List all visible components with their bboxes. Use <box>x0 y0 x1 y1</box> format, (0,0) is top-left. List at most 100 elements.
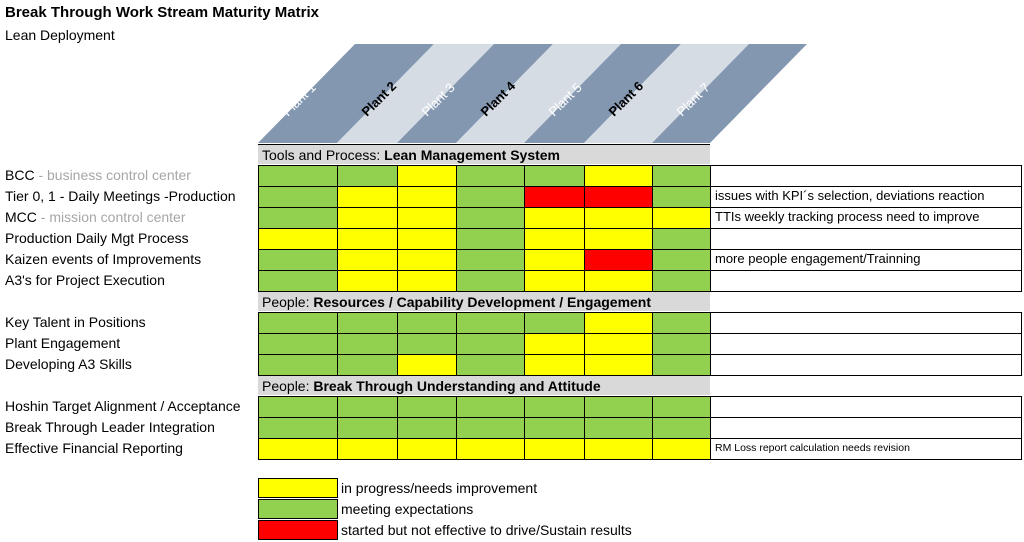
row-label-text: Plant Engagement <box>5 335 121 351</box>
status-cell <box>258 312 338 334</box>
legend-swatch <box>258 478 338 498</box>
status-cell <box>258 249 338 271</box>
plant-header-band <box>524 44 681 143</box>
status-cell <box>584 165 653 187</box>
status-cell <box>258 333 338 355</box>
comment-cell: more people engagement/Trainning <box>710 249 1022 271</box>
status-cell <box>652 207 711 229</box>
legend-swatch <box>258 499 338 519</box>
status-cell <box>397 333 457 355</box>
plant-header-band <box>337 44 494 143</box>
row-label: Developing A3 Skills <box>5 354 132 374</box>
status-cell <box>258 228 338 250</box>
row-label: Tier 0, 1 - Daily Meetings -Production <box>5 186 236 206</box>
row-label-text: Effective Financial Reporting <box>5 440 183 456</box>
comment-cell: TTIs weekly tracking process need to imp… <box>710 207 1022 229</box>
status-cell <box>652 165 711 187</box>
status-cell <box>397 270 457 292</box>
status-cell <box>524 186 585 208</box>
status-cell <box>258 165 338 187</box>
status-cell <box>258 186 338 208</box>
status-cell <box>584 270 653 292</box>
status-cell <box>652 270 711 292</box>
status-cell <box>456 165 525 187</box>
row-label-text: Tier 0, 1 - Daily Meetings -Production <box>5 188 236 204</box>
status-cell <box>584 417 653 439</box>
plant-header-band <box>456 44 621 143</box>
status-cell <box>258 438 338 460</box>
row-label: Effective Financial Reporting <box>5 438 183 458</box>
row-label-text: MCC <box>5 209 37 225</box>
status-cell <box>397 354 457 376</box>
status-cell <box>258 417 338 439</box>
comment-cell <box>710 228 1022 250</box>
plant-header-band <box>258 44 434 143</box>
row-label: Plant Engagement <box>5 333 120 353</box>
section-prefix: Tools and Process: <box>262 147 385 163</box>
status-cell <box>258 396 338 418</box>
status-cell <box>524 417 585 439</box>
row-label-text: Kaizen events of Improvements <box>5 251 202 267</box>
comment-cell: RM Loss report calculation needs revisio… <box>710 438 1022 460</box>
status-cell <box>524 207 585 229</box>
comment-cell: issues with KPI´s selection, deviations … <box>710 186 1022 208</box>
plant-header-band <box>652 44 807 143</box>
status-cell <box>456 417 525 439</box>
status-cell <box>397 438 457 460</box>
status-cell <box>652 417 711 439</box>
status-cell <box>584 249 653 271</box>
status-cell <box>524 438 585 460</box>
status-cell <box>524 270 585 292</box>
status-cell <box>397 396 457 418</box>
status-cell <box>584 228 653 250</box>
status-cell <box>524 249 585 271</box>
status-cell <box>397 312 457 334</box>
status-cell <box>652 396 711 418</box>
row-label-description: - mission control center <box>36 209 186 225</box>
row-label: Key Talent in Positions <box>5 312 146 332</box>
status-cell <box>524 333 585 355</box>
status-cell <box>337 396 398 418</box>
status-cell <box>584 333 653 355</box>
row-label: BCC - business control center <box>5 165 191 185</box>
row-label-text: Hoshin Target Alignment / Acceptance <box>5 398 241 414</box>
status-cell <box>524 228 585 250</box>
status-cell <box>652 354 711 376</box>
row-label: A3's for Project Execution <box>5 270 165 290</box>
row-label-text: Developing A3 Skills <box>5 356 132 372</box>
status-cell <box>652 249 711 271</box>
status-cell <box>337 438 398 460</box>
row-label-text: BCC <box>5 167 35 183</box>
status-cell <box>456 207 525 229</box>
section-title: Break Through Understanding and Attitude <box>313 378 601 394</box>
row-label: Break Through Leader Integration <box>5 417 215 437</box>
section-prefix: People: <box>262 378 314 394</box>
plant-header-band <box>397 44 553 143</box>
comment-cell <box>710 312 1022 334</box>
status-cell <box>456 249 525 271</box>
status-cell <box>258 354 338 376</box>
status-cell <box>456 312 525 334</box>
status-cell <box>337 207 398 229</box>
section-prefix: People: <box>262 294 314 310</box>
status-cell <box>397 417 457 439</box>
page-subtitle: Lean Deployment <box>5 27 115 43</box>
legend-swatch <box>258 520 338 540</box>
status-cell <box>456 270 525 292</box>
status-cell <box>524 312 585 334</box>
status-cell <box>584 438 653 460</box>
status-cell <box>337 333 398 355</box>
status-cell <box>584 186 653 208</box>
status-cell <box>397 186 457 208</box>
status-cell <box>652 228 711 250</box>
status-cell <box>456 438 525 460</box>
status-cell <box>524 165 585 187</box>
status-cell <box>524 396 585 418</box>
status-cell <box>397 249 457 271</box>
status-cell <box>337 354 398 376</box>
status-cell <box>337 312 398 334</box>
status-cell <box>652 438 711 460</box>
status-cell <box>652 333 711 355</box>
comment-cell <box>710 396 1022 418</box>
plant-header-band <box>584 44 749 143</box>
